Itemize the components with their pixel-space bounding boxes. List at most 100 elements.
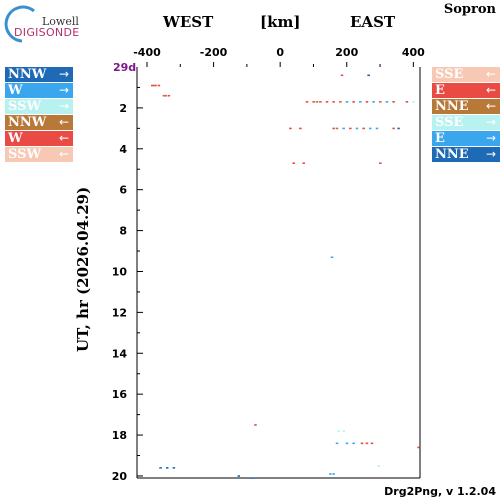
data-point (349, 127, 352, 130)
x-tick-label: 0 (276, 46, 284, 59)
data-point (305, 101, 309, 103)
logo-lowell-text: Lowell (42, 15, 79, 28)
legend-direction-label: SSW (8, 147, 42, 162)
data-point (335, 127, 339, 130)
data-point (355, 127, 359, 130)
data-point (157, 84, 161, 87)
arrow-right-icon: → (58, 83, 69, 97)
arrow-right-icon: → (58, 99, 69, 113)
data-point (342, 127, 345, 130)
data-point (152, 84, 156, 87)
data-point (150, 84, 154, 87)
legend-right-e-right: E → (432, 131, 500, 146)
legend-direction-label: NNW (8, 115, 47, 130)
data-point (292, 162, 295, 165)
data-point (345, 442, 349, 445)
y-tick-label: 8 (119, 225, 127, 238)
data-point (342, 430, 345, 432)
data-point (315, 101, 319, 103)
data-point (379, 101, 382, 103)
data-point (332, 473, 335, 475)
legend-direction-label: E (435, 83, 445, 98)
data-point (362, 127, 365, 130)
data-point (359, 101, 362, 103)
data-point (340, 74, 344, 77)
y-tick-label: 18 (112, 429, 127, 442)
day-label: 29d (113, 61, 136, 74)
data-point (254, 424, 257, 426)
data-point (352, 101, 355, 103)
data-point (405, 101, 409, 103)
data-point (392, 101, 395, 103)
x-tick-label: 400 (402, 46, 425, 59)
legend-left-nnw-left: NNW ← (5, 115, 73, 130)
legend-direction-label: SSE (435, 67, 464, 82)
data-point (154, 84, 157, 87)
data-point (367, 74, 370, 77)
legend-left-ssw-left: SSW ← (5, 147, 73, 162)
data-point (345, 101, 349, 103)
data-point (352, 442, 355, 445)
legend-direction-label: NNW (8, 67, 47, 82)
y-tick-label: 2 (119, 102, 127, 115)
y-tick-label: 6 (119, 184, 127, 197)
legend-right-nne-right: NNE → (432, 147, 500, 162)
legend-right-sse-right: SSE → (432, 115, 500, 130)
station-name: Sopron (443, 2, 496, 17)
legend-direction-label: NNE (435, 99, 469, 114)
data-point (325, 101, 329, 103)
data-point (289, 127, 292, 130)
data-point (365, 101, 369, 103)
x-tick-label: -400 (133, 46, 161, 59)
y-tick-label: 4 (119, 143, 127, 156)
logo-arc-icon (4, 5, 35, 43)
arrow-right-icon: → (485, 147, 496, 161)
arrow-right-icon: → (485, 115, 496, 129)
data-point (335, 442, 339, 445)
unit-label: [km] (260, 13, 301, 31)
arrow-right-icon: → (485, 131, 496, 145)
legend-direction-label: W (8, 131, 23, 146)
data-point (167, 94, 171, 97)
version-footer: Drg2Png, v 1.2.04 (384, 485, 496, 498)
data-point (299, 127, 302, 130)
y-tick-label: 20 (112, 470, 128, 483)
legend-right-nne-left: NNE ← (432, 99, 500, 114)
legend-left-w-right: W → (5, 83, 73, 98)
data-point (332, 101, 335, 103)
digisonde-logo: Lowell DIGISONDE (2, 3, 112, 43)
data-point (385, 101, 389, 103)
data-point (164, 94, 167, 97)
arrow-left-icon: ← (58, 115, 69, 129)
data-point (162, 94, 166, 97)
x-tick-label: -200 (200, 46, 228, 59)
x-tick-label: 200 (335, 46, 358, 59)
y-tick-label: 14 (112, 347, 128, 360)
data-point (360, 442, 364, 445)
data-point (379, 162, 382, 165)
y-axis-label: UT, hr (2026.04.29) (74, 187, 92, 352)
data-point (370, 442, 374, 445)
legend-left-nnw-right: NNW → (5, 67, 73, 82)
legend-direction-label: E (435, 131, 445, 146)
arrow-left-icon: ← (485, 67, 496, 81)
y-tick-label: 10 (112, 265, 128, 278)
y-tick-label: 16 (112, 388, 128, 401)
arrow-right-icon: → (58, 67, 69, 81)
arrow-left-icon: ← (58, 147, 69, 161)
data-point (337, 430, 340, 432)
data-point (172, 467, 176, 469)
data-point (369, 127, 372, 130)
data-point (159, 467, 162, 469)
arrow-left-icon: ← (485, 99, 496, 113)
legend-right-e-left: E ← (432, 83, 500, 98)
data-point (417, 446, 420, 449)
data-point (377, 465, 380, 467)
west-label: WEST (163, 13, 214, 31)
legend-direction-label: W (8, 83, 23, 98)
data-point (392, 127, 395, 130)
legend-direction-label: SSW (8, 99, 42, 114)
legend-right-sse-left: SSE ← (432, 67, 500, 82)
data-point (412, 101, 415, 103)
